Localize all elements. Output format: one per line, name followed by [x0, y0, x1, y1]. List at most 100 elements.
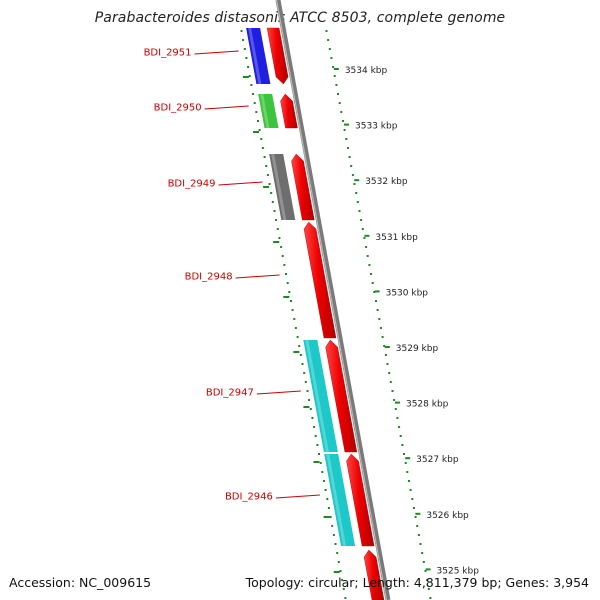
- ruler-dot: [342, 120, 344, 122]
- ruler-dot: [288, 291, 291, 293]
- ruler-dot: [328, 48, 331, 50]
- ruler-dot: [255, 111, 258, 113]
- backbone-highlight: [275, 0, 388, 600]
- gene-label[interactable]: BDI_2950: [154, 103, 202, 114]
- backbone-line: [275, 0, 391, 600]
- ruler-dot: [366, 255, 369, 257]
- ruler-dot: [340, 111, 343, 113]
- ruler-dot: [301, 363, 304, 365]
- kbp-tick-label: 3533 kbp: [355, 122, 398, 132]
- ruler-tick: [283, 296, 290, 298]
- ruler-dot: [324, 489, 327, 491]
- kbp-tick-mark: [394, 401, 400, 404]
- ruler-dot: [316, 444, 319, 446]
- cog-block: [303, 340, 338, 452]
- ruler-dot: [427, 588, 430, 590]
- cog-highlight: [260, 94, 270, 128]
- gene-track: [266, 27, 385, 600]
- cog-highlight: [248, 28, 262, 84]
- ruler-dot: [421, 552, 424, 554]
- ruler-dot: [339, 570, 342, 572]
- ruler-dot: [327, 39, 330, 41]
- ruler-dot: [309, 408, 312, 410]
- ruler-dot: [294, 327, 297, 329]
- ruler-dot: [416, 525, 419, 527]
- ruler-dot: [389, 381, 392, 383]
- ruler-dot: [275, 219, 278, 221]
- kbp-tick-mark: [374, 290, 380, 293]
- gene-arrow[interactable]: [325, 339, 358, 453]
- gene-arrow[interactable]: [266, 27, 289, 85]
- ruler-dot: [411, 498, 414, 500]
- ruler-dot: [355, 192, 358, 194]
- gene-label-leader: [218, 181, 263, 186]
- ruler-dot: [303, 372, 306, 374]
- ruler-dot: [258, 129, 261, 131]
- ruler-dot: [343, 129, 346, 131]
- cog-highlight: [305, 340, 329, 452]
- gene-arrow[interactable]: [291, 153, 315, 221]
- ruler-dot: [257, 120, 259, 122]
- ruler-dot: [408, 480, 410, 482]
- ruler-dot: [412, 507, 415, 509]
- ruler-dot: [342, 588, 345, 590]
- kbp-tick-label: 3534 kbp: [345, 66, 388, 76]
- gene-arrow[interactable]: [303, 221, 337, 339]
- ruler-dot: [266, 174, 269, 176]
- ruler-dot: [337, 93, 339, 95]
- ruler-dot: [268, 183, 271, 185]
- ruler-dot: [391, 390, 394, 392]
- cog-highlight: [271, 154, 287, 220]
- ruler-dot: [260, 138, 263, 140]
- ruler-dot: [261, 147, 264, 149]
- ruler-dot: [311, 417, 314, 419]
- gene-label[interactable]: BDI_2947: [206, 388, 254, 399]
- kbp-ticks: 3534 kbp 3533 kbp 3532 kbp 3531 kbp 3530 kbp…: [333, 66, 480, 576]
- gene-label[interactable]: BDI_2948: [185, 272, 233, 283]
- gene-labels: BDI_2951 BDI_2950 BDI_2949 BDI_2948 BDI_2947…: [144, 48, 320, 503]
- ruler-dot: [270, 192, 273, 194]
- ruler-dot: [379, 327, 382, 329]
- ruler-dot: [308, 399, 311, 401]
- ruler-dot: [306, 390, 309, 392]
- kbp-tick-mark: [344, 123, 350, 126]
- gene-label[interactable]: BDI_2946: [225, 492, 273, 503]
- ruler-dot: [338, 102, 341, 104]
- gene-arrow[interactable]: [280, 93, 298, 129]
- ruler-tick: [313, 461, 320, 463]
- kbp-tick-label: 3525 kbp: [437, 566, 480, 576]
- ruler-dot: [245, 57, 248, 59]
- gene-arrow[interactable]: [363, 549, 385, 600]
- ruler-dot: [273, 210, 276, 212]
- ruler-dot: [240, 30, 243, 32]
- genome-summary-text: Topology: circular; Length: 4,811,379 bp…: [245, 575, 589, 590]
- ruler-dot: [371, 282, 374, 284]
- ruler-dot: [250, 84, 253, 86]
- ruler-dot: [330, 57, 333, 59]
- outer-ruler-dots: [325, 30, 432, 599]
- ruler-tick: [263, 186, 270, 188]
- kbp-tick-mark: [333, 68, 339, 70]
- gene-arrow[interactable]: [346, 453, 375, 547]
- cog-highlight: [326, 454, 347, 546]
- gene-label[interactable]: BDI_2949: [168, 179, 216, 190]
- ruler-dot: [422, 561, 425, 563]
- ruler-dot: [329, 516, 332, 518]
- ruler-dot: [394, 408, 397, 410]
- ruler-dot: [242, 39, 245, 41]
- ruler-dot: [281, 255, 284, 257]
- gene-label[interactable]: BDI_2951: [144, 48, 192, 59]
- ruler-dot: [417, 534, 420, 536]
- kbp-tick-mark: [364, 234, 370, 237]
- ruler-dot: [318, 453, 320, 455]
- gene-label-leader: [194, 50, 239, 55]
- ruler-dot: [285, 273, 287, 275]
- ruler-dot: [333, 75, 336, 77]
- ruler-tick: [323, 516, 330, 518]
- ruler-dot: [323, 480, 325, 482]
- ruler-tick: [242, 76, 249, 78]
- ruler-dot: [370, 273, 372, 275]
- gene-label-leader: [235, 274, 280, 279]
- ruler-dot: [381, 336, 384, 338]
